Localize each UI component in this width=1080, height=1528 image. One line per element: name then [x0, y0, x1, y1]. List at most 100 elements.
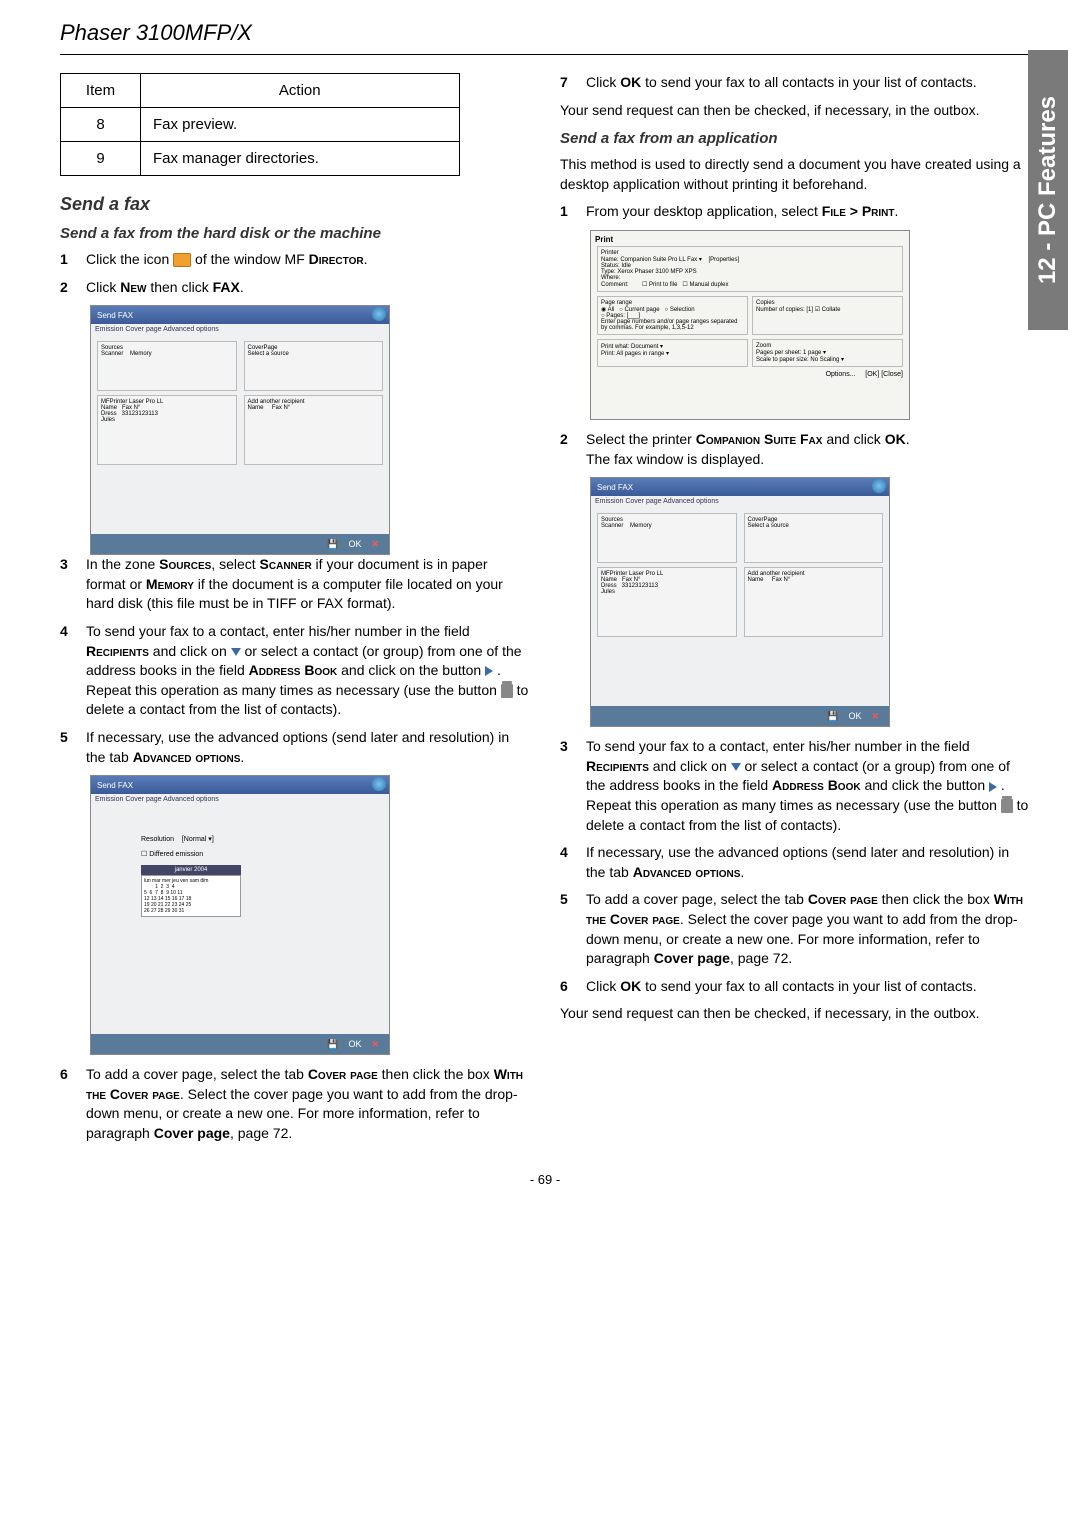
t: then click the box [878, 891, 994, 907]
chapter-tab-label: 12 - PC Features [1034, 96, 1062, 284]
step-number: 6 [560, 977, 576, 997]
win-tabs: Emission Cover page Advanced options [91, 794, 389, 805]
t: . [740, 864, 744, 880]
director-icon [173, 253, 191, 267]
win-title: Send FAX [97, 781, 133, 790]
t: OK [620, 978, 641, 994]
t: and click on [149, 643, 231, 659]
app-step-4: 4 If necessary, use the advanced options… [560, 843, 1030, 882]
t: Sources [159, 556, 211, 572]
section-send-fax: Send a fax [60, 194, 530, 215]
step-4: 4 To send your fax to a contact, enter h… [60, 622, 530, 720]
win-tabs: Emission Cover page Advanced options [591, 496, 889, 507]
page-header: Phaser 3100MFP/X [60, 20, 1030, 46]
app-step-3: 3 To send your fax to a contact, enter h… [560, 737, 1030, 835]
t: Memory [146, 576, 194, 592]
t: Cover page [154, 1125, 230, 1141]
close-icon [372, 307, 386, 321]
step-1: 1 Click the icon of the window MF Direct… [60, 250, 530, 270]
subsection-hard-disk: Send a fax from the hard disk or the mac… [60, 225, 530, 242]
cell-item: 8 [61, 108, 141, 142]
trash-icon [501, 684, 513, 698]
t: . [240, 279, 244, 295]
t: The fax window is displayed. [586, 451, 764, 467]
t: File > Print [822, 203, 895, 219]
t: To send your fax to a contact, enter his… [86, 623, 470, 639]
win-tabs: Emission Cover page Advanced options [91, 324, 389, 335]
t: Address Book [772, 777, 861, 793]
step-2: 2 Click New then click FAX. [60, 278, 530, 298]
table-row: 8 Fax preview. [61, 108, 460, 142]
outbox-text: Your send request can then be checked, i… [560, 101, 1030, 121]
sendfax-screenshot-1: Send FAX Emission Cover page Advanced op… [90, 305, 390, 555]
step-6: 6 To add a cover page, select the tab Co… [60, 1065, 530, 1143]
t: To send your fax to a contact, enter his… [586, 738, 970, 754]
t: Click the icon [86, 251, 173, 267]
step-5: 5 If necessary, use the advanced options… [60, 728, 530, 767]
t: . [364, 251, 368, 267]
t: Address Book [249, 662, 338, 678]
cell-action: Fax preview. [141, 108, 460, 142]
app-step-2: 2 Select the printer Companion Suite Fax… [560, 430, 1030, 469]
t: and click the button [861, 777, 989, 793]
app-step-5: 5 To add a cover page, select the tab Co… [560, 890, 1030, 968]
step-number: 3 [60, 555, 76, 614]
t: Select the printer [586, 431, 696, 447]
t: . [906, 431, 910, 447]
t: FAX [213, 279, 240, 295]
subsection-app: Send a fax from an application [560, 130, 1030, 147]
step-number: 2 [560, 430, 576, 469]
print-dialog-screenshot: Print PrinterName: Companion Suite Pro L… [590, 230, 910, 420]
outbox-text-2: Your send request can then be checked, i… [560, 1004, 1030, 1024]
cell-item: 9 [61, 142, 141, 176]
win-title: Send FAX [597, 483, 633, 492]
step-number: 4 [60, 622, 76, 720]
t: From your desktop application, select [586, 203, 822, 219]
t: Cover page [654, 950, 730, 966]
t: and click on [649, 758, 731, 774]
step-number: 5 [60, 728, 76, 767]
t: of the window MF [191, 251, 309, 267]
page-number: - 69 - [60, 1172, 1030, 1187]
step-number: 1 [60, 250, 76, 270]
step-number: 3 [560, 737, 576, 835]
header-rule [60, 54, 1030, 55]
table-row: 9 Fax manager directories. [61, 142, 460, 176]
trash-icon [1001, 799, 1013, 813]
t: Advanced options [633, 864, 741, 880]
sendfax-screenshot-3: Send FAX Emission Cover page Advanced op… [590, 477, 890, 727]
step-3: 3 In the zone Sources, select Scanner if… [60, 555, 530, 614]
t: , select [211, 556, 259, 572]
t: Click [586, 978, 620, 994]
t: To add a cover page, select the tab [86, 1066, 308, 1082]
t: to send your fax to all contacts in your… [641, 978, 976, 994]
t: and click on the button [337, 662, 485, 678]
t: Scanner [260, 556, 312, 572]
ok: OK [348, 1039, 361, 1049]
t: Cover page [308, 1066, 378, 1082]
app-step-6: 6 Click OK to send your fax to all conta… [560, 977, 1030, 997]
step-number: 5 [560, 890, 576, 968]
arrow-right-icon [485, 666, 493, 676]
t: In the zone [86, 556, 159, 572]
close-icon [872, 479, 886, 493]
t: OK [620, 74, 641, 90]
t: then click the box [378, 1066, 494, 1082]
cell-action: Fax manager directories. [141, 142, 460, 176]
arrow-right-icon [989, 782, 997, 792]
t: Director [309, 251, 364, 267]
t: , page 72. [230, 1125, 292, 1141]
step-number: 6 [60, 1065, 76, 1143]
t: Recipients [586, 758, 649, 774]
item-action-table: Item Action 8 Fax preview. 9 Fax manager… [60, 73, 460, 176]
sendfax-screenshot-2: Send FAX Emission Cover page Advanced op… [90, 775, 390, 1055]
t: and click [822, 431, 884, 447]
step-number: 2 [60, 278, 76, 298]
t: To add a cover page, select the tab [586, 891, 808, 907]
th-action: Action [141, 74, 460, 108]
win-title: Send FAX [97, 311, 133, 320]
ok: OK [848, 711, 861, 721]
t: . [895, 203, 899, 219]
t: Cover page [808, 891, 878, 907]
app-step-1: 1 From your desktop application, select … [560, 202, 1030, 222]
